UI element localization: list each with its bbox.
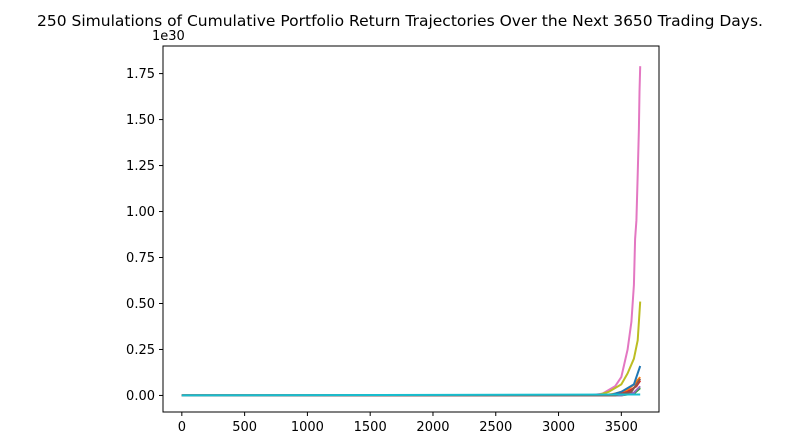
x-tick-label: 500 — [232, 420, 257, 435]
series-line-1 — [181, 66, 642, 397]
x-tick-label: 3500 — [605, 420, 638, 435]
axes-layer: 0 500 1000 1500 2000 2500 3000 3500 0.00 0.25 0.50… — [126, 67, 638, 435]
x-tick-label: 0 — [178, 420, 186, 435]
y-tick-label: 1.75 — [126, 67, 155, 82]
chart-title: 250 Simulations of Cumulative Portfolio … — [37, 12, 763, 30]
x-tick-label: 3000 — [542, 420, 575, 435]
y-offset-label: 1e30 — [152, 29, 185, 44]
y-tick-label: 1.00 — [126, 205, 155, 220]
y-tick-label: 0.50 — [126, 297, 155, 312]
x-tick-label: 2000 — [416, 420, 449, 435]
series-line-3 — [181, 376, 641, 397]
series-line-8 — [181, 378, 642, 397]
y-tick-label: 0.00 — [126, 389, 155, 404]
x-tick-label: 1500 — [354, 420, 387, 435]
series-line-5 — [181, 380, 642, 397]
y-tick-label: 0.75 — [126, 251, 155, 266]
plot-frame — [162, 45, 660, 413]
y-tick-label: 1.50 — [126, 113, 155, 128]
series-line-4 — [181, 365, 642, 397]
series-line-2 — [181, 301, 642, 397]
series-line-9 — [181, 393, 641, 397]
series-layer — [181, 66, 642, 397]
y-tick-label: 0.25 — [126, 343, 155, 358]
y-tick-label: 1.25 — [126, 159, 155, 174]
x-tick-label: 1000 — [291, 420, 324, 435]
x-tick-label: 2500 — [479, 420, 512, 435]
